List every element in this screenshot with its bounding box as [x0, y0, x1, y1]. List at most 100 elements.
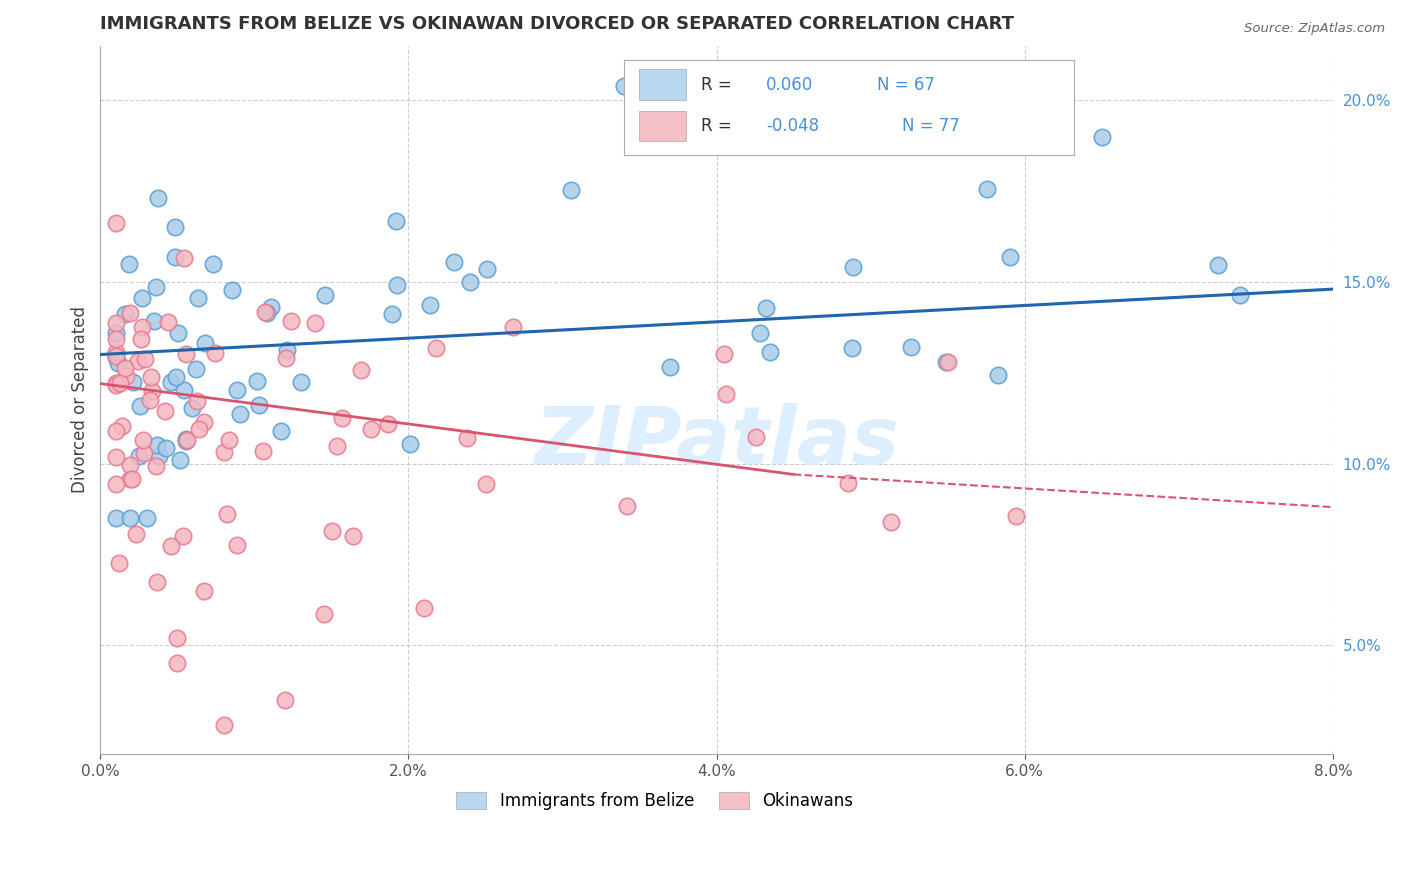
- Point: [270, 425, 292, 439]
- Point: [246, 375, 269, 389]
- Point: [385, 278, 408, 293]
- Point: [212, 718, 235, 732]
- Point: [276, 343, 298, 358]
- Point: [108, 376, 131, 391]
- Point: [104, 350, 127, 364]
- Point: [314, 287, 336, 301]
- Point: [759, 345, 782, 359]
- Point: [134, 446, 156, 460]
- Point: [121, 472, 143, 486]
- Point: [659, 359, 682, 374]
- Point: [139, 392, 162, 407]
- Point: [458, 275, 481, 289]
- Point: [425, 341, 447, 355]
- FancyBboxPatch shape: [638, 111, 686, 141]
- Point: [148, 450, 170, 464]
- Point: [173, 383, 195, 397]
- Point: [104, 316, 127, 330]
- Point: [225, 383, 247, 397]
- Point: [104, 378, 127, 392]
- Point: [194, 335, 217, 350]
- Point: [104, 511, 127, 525]
- Point: [1229, 288, 1251, 302]
- Point: [174, 434, 197, 449]
- Point: [114, 360, 136, 375]
- Point: [842, 260, 865, 274]
- Point: [280, 314, 302, 328]
- Point: [212, 445, 235, 459]
- Point: [713, 347, 735, 361]
- Point: [115, 369, 138, 384]
- Point: [135, 511, 157, 525]
- Point: [204, 346, 226, 360]
- Point: [120, 306, 142, 320]
- Point: [188, 422, 211, 436]
- Point: [225, 538, 247, 552]
- Point: [218, 433, 240, 447]
- Point: [143, 314, 166, 328]
- Point: [160, 539, 183, 553]
- Point: [221, 283, 243, 297]
- Point: [146, 190, 169, 204]
- Point: [160, 375, 183, 389]
- Point: [1206, 258, 1229, 272]
- Point: [155, 441, 177, 455]
- Text: IMMIGRANTS FROM BELIZE VS OKINAWAN DIVORCED OR SEPARATED CORRELATION CHART: IMMIGRANTS FROM BELIZE VS OKINAWAN DIVOR…: [100, 15, 1014, 33]
- Point: [342, 529, 364, 543]
- Point: [252, 444, 274, 458]
- Point: [900, 340, 922, 354]
- Point: [616, 499, 638, 513]
- Point: [145, 458, 167, 473]
- Text: ZIPatlas: ZIPatlas: [534, 403, 898, 482]
- Point: [260, 300, 283, 314]
- Point: [131, 291, 153, 305]
- FancyBboxPatch shape: [624, 60, 1074, 155]
- Point: [166, 657, 188, 671]
- Point: [749, 326, 772, 340]
- Text: N = 67: N = 67: [877, 76, 935, 94]
- Point: [169, 453, 191, 467]
- Point: [350, 363, 373, 377]
- Point: [936, 355, 959, 369]
- Point: [1091, 130, 1114, 145]
- Point: [117, 257, 139, 271]
- Point: [104, 345, 127, 359]
- Point: [502, 320, 524, 334]
- Point: [105, 332, 128, 346]
- Point: [167, 326, 190, 341]
- Point: [153, 404, 176, 418]
- Point: [987, 368, 1010, 382]
- Point: [174, 347, 197, 361]
- Point: [193, 584, 215, 599]
- Point: [157, 315, 180, 329]
- Point: [134, 351, 156, 366]
- Point: [146, 575, 169, 590]
- Point: [128, 449, 150, 463]
- Point: [276, 351, 298, 365]
- Point: [124, 527, 146, 541]
- Point: [146, 438, 169, 452]
- Point: [132, 433, 155, 447]
- Point: [104, 216, 127, 230]
- Point: [976, 181, 998, 195]
- Point: [755, 301, 778, 316]
- Point: [141, 370, 163, 384]
- Point: [312, 607, 335, 621]
- Text: 0.060: 0.060: [766, 76, 813, 94]
- Point: [419, 298, 441, 312]
- Point: [475, 262, 498, 277]
- Point: [1005, 509, 1028, 524]
- Point: [253, 305, 276, 319]
- Point: [104, 326, 127, 341]
- Point: [104, 376, 127, 390]
- Point: [104, 350, 127, 364]
- Point: [443, 255, 465, 269]
- Point: [215, 507, 238, 521]
- Point: [560, 183, 582, 197]
- Point: [935, 355, 957, 369]
- Text: -0.048: -0.048: [766, 117, 820, 135]
- Point: [118, 511, 141, 525]
- Point: [745, 430, 768, 444]
- Point: [202, 257, 225, 271]
- Point: [998, 250, 1021, 264]
